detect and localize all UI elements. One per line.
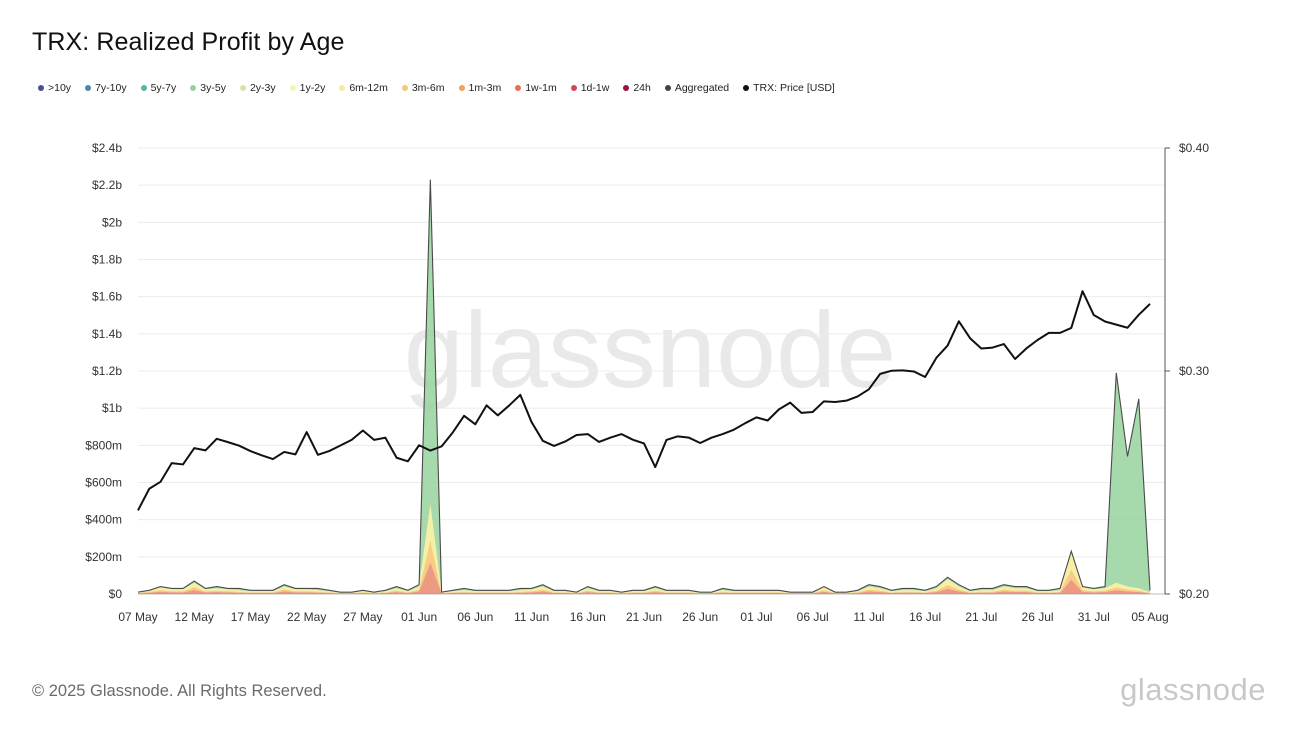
glassnode-watermark: glassnode [404,289,896,410]
legend-label: 2y-3y [249,82,276,94]
legend-item[interactable]: 1w-1m [515,82,557,94]
y-left-tick-label: $200m [85,550,122,564]
legend-dot-icon [664,85,671,91]
y-left-tick-label: $1b [102,401,122,415]
x-tick-label: 01 Jun [401,610,437,624]
legend-item[interactable]: TRX: Price [USD] [743,82,835,94]
price-line [137,290,1151,511]
legend-dot-icon [38,85,44,91]
x-tick-label: 21 Jul [965,610,997,624]
legend-dot-icon [239,85,246,91]
y-right-tick-label: $0.40 [1179,141,1209,155]
legend-item[interactable]: 1y-2y [289,82,326,94]
legend-label: 1d-1w [580,82,610,94]
legend-label: 1y-2y [299,82,326,94]
legend-dot-icon [623,85,630,91]
chart-axes: $0 $200m $400m $600m $800m $1b $1.2b $1.4b $1.6b… [85,141,1209,624]
legend-item[interactable]: 6m-12m [339,82,388,94]
legend-dot-icon [458,85,465,91]
chart-title: TRX: Realized Profit by Age [32,28,345,56]
x-tick-label: 11 Jul [853,610,884,624]
x-tick-label: 11 Jun [514,610,549,624]
x-tick-label: 26 Jun [682,610,718,624]
chart-legend: >10y 7y-10y 5y-7y 3y-5y 2y-3y 1y-2y 6m-12m 3m-6… [38,82,849,94]
price-series [137,290,1151,511]
legend-item[interactable]: 5y-7y [140,82,177,94]
legend-item[interactable]: 1m-3m [458,82,502,94]
x-tick-label: 16 Jul [909,610,941,624]
legend-label: 3m-6m [411,82,445,94]
legend-item[interactable]: Aggregated [664,82,730,94]
legend-dot-icon [570,85,577,91]
x-tick-label: 06 Jul [797,610,829,624]
legend-dot-icon [401,85,408,91]
legend-dot-icon [515,85,522,91]
y-right-tick-label: $0.30 [1179,364,1209,378]
area-1y-2y [138,504,1150,593]
legend-label: 1w-1m [525,82,557,94]
x-tick-label: 01 Jul [740,610,772,624]
legend-dot-icon [743,85,750,91]
legend-item[interactable]: 2y-3y [239,82,276,94]
legend-dot-icon [289,85,296,91]
glassnode-logo: glassnode [1120,672,1266,707]
legend-label: >10y [48,82,72,94]
x-tick-label: 27 May [343,610,382,624]
area-3m-6m [138,540,1150,594]
y-left-tick-label: $1.4b [92,327,122,341]
grid-lines [138,147,1165,595]
legend-dot-icon [190,85,197,91]
x-tick-label: 07 May [118,610,157,624]
legend-label: TRX: Price [USD] [753,82,835,94]
x-tick-label: 16 Jun [570,610,606,624]
x-tick-label: 17 May [231,610,270,624]
x-tick-label: 12 May [175,610,214,624]
legend-dot-icon [140,85,147,91]
x-tick-label: 31 Jul [1078,610,1110,624]
aggregated-line [137,179,1151,593]
legend-label: 7y-10y [95,82,127,94]
legend-label: 6m-12m [349,82,388,94]
copyright-footer: © 2025 Glassnode. All Rights Reserved. [32,682,327,700]
legend-dot-icon [339,85,346,91]
legend-label: 1m-3m [468,82,502,94]
legend-item[interactable]: 3m-6m [401,82,445,94]
x-tick-label: 21 Jun [626,610,662,624]
profit-areas [137,179,1151,594]
y-left-tick-label: $2.2b [92,178,122,192]
y-left-tick-label: $2b [102,215,122,229]
legend-item[interactable]: 24h [623,82,651,94]
legend-label: Aggregated [674,82,730,94]
legend-item[interactable]: >10y [38,82,71,94]
y-left-tick-label: $0 [109,587,123,601]
x-tick-label: 26 Jul [1022,610,1054,624]
x-tick-label: 22 May [287,610,326,624]
legend-label: 24h [633,82,651,94]
y-left-tick-label: $400m [85,513,122,527]
legend-dot-icon [85,85,92,91]
legend-item[interactable]: 3y-5y [190,82,226,94]
y-left-tick-label: $600m [85,476,122,490]
legend-item[interactable]: 1d-1w [570,82,610,94]
y-left-tick-label: $1.2b [92,364,122,378]
y-left-tick-label: $2.4b [92,141,122,155]
y-left-tick-label: $1.6b [92,290,122,304]
legend-label: 3y-5y [200,82,226,94]
legend-item[interactable]: 7y-10y [85,82,127,94]
y-left-tick-label: $800m [85,438,122,452]
y-right-tick-label: $0.20 [1179,587,1209,601]
legend-label: 5y-7y [150,82,177,94]
x-tick-label: 06 Jun [457,610,493,624]
x-tick-label: 05 Aug [1131,610,1168,624]
y-left-tick-label: $1.8b [92,253,122,267]
